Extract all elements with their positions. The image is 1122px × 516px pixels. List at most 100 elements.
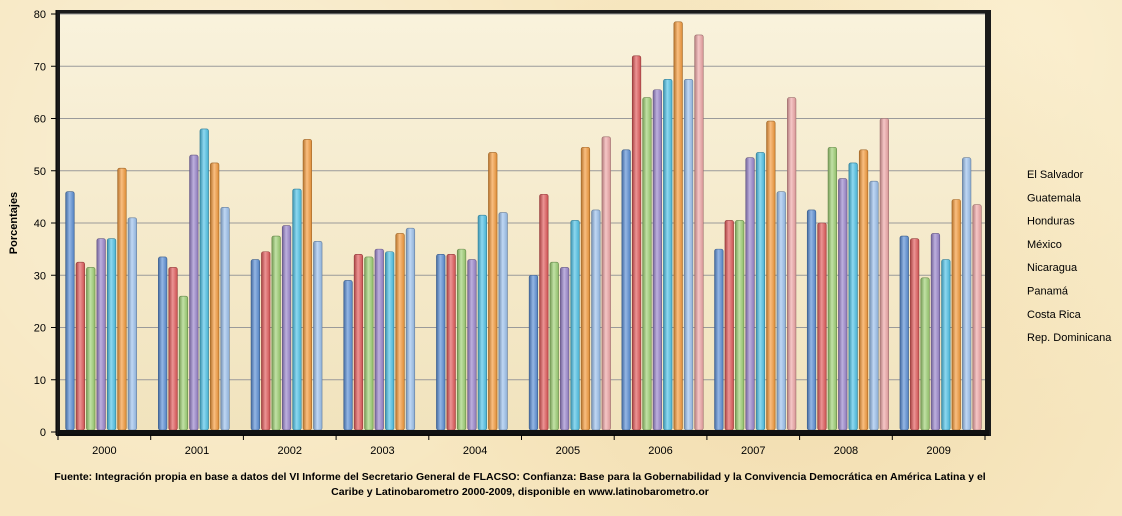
bar [920,277,930,431]
bar [570,220,580,431]
bar [879,118,889,431]
bar [972,204,982,431]
source-note: Fuente: Integración propia en base a dat… [54,471,986,498]
bar [962,157,972,431]
legend-item: Rep. Dominicana [1027,332,1112,344]
bar [724,220,734,431]
bar [869,180,879,431]
bar [106,238,117,431]
y-tick-label: 40 [34,218,46,230]
x-tick-label: 2005 [556,445,580,457]
bar [910,238,920,431]
bar [827,146,837,431]
bar [591,209,601,431]
legend-item: Panamá [1027,286,1069,298]
bar [673,21,683,431]
bar [601,136,611,431]
bar [652,89,662,431]
x-tick-label: 2001 [185,445,209,457]
y-tick-label: 30 [34,270,46,282]
bar [787,97,797,431]
bar [395,233,405,431]
bar [735,220,745,431]
bar [560,267,570,431]
x-tick-label: 2006 [648,445,672,457]
bar [199,128,209,431]
bar [271,235,281,431]
bar [642,97,652,431]
bar [488,152,498,431]
bar [580,146,591,431]
bar [446,254,456,431]
legend-item: México [1027,239,1062,251]
chart-floor [58,430,989,434]
bar [456,248,467,431]
bar [178,295,189,431]
bar [405,227,416,431]
bar [817,222,827,431]
bar [941,259,951,431]
bar [343,280,353,431]
bar [436,254,446,431]
legend-item: Honduras [1027,216,1075,228]
bar [951,199,961,431]
bar-chart: 2000 2001 2002 2003 2004 2005 2006 2007 2008 2009… [8,9,1112,457]
x-tick-label: 2002 [278,445,302,457]
bar [621,149,631,431]
y-tick-label: 10 [34,375,46,387]
bar [467,259,477,431]
y-tick-label: 70 [34,61,46,73]
bar [96,238,106,431]
bar [663,79,673,431]
bar [220,207,230,431]
bar [385,251,395,431]
x-tick-label: 2000 [92,445,116,457]
y-tick-label: 50 [34,166,46,178]
x-tick-label: 2003 [370,445,394,457]
bar [477,214,487,431]
x-tick-label: 2009 [926,445,950,457]
legend-item: Nicaragua [1027,262,1078,274]
bar [86,267,96,431]
x-tick-label: 2004 [463,445,487,457]
y-tick-label: 80 [34,9,46,21]
y-tick-label: 60 [34,114,46,126]
bar [65,191,75,431]
legend-item: El Salvador [1027,169,1084,181]
bar [683,79,694,431]
bar [250,259,260,431]
y-axis-title: Porcentajes [8,192,20,254]
bar [292,188,302,431]
bar [117,167,127,431]
bar [528,274,539,431]
bar [755,152,766,431]
bar [858,149,869,431]
bar [498,212,508,431]
bar [848,162,858,431]
bar [694,34,704,431]
bar [189,154,199,431]
legend-item: Costa Rica [1027,309,1082,321]
bar [714,248,724,431]
bar [281,225,292,431]
legend-item: Guatemala [1027,192,1082,204]
bar [302,139,312,431]
x-tick-label: 2008 [834,445,858,457]
bar [127,217,137,431]
bar [364,256,374,431]
bar [261,251,271,431]
bar [168,267,178,431]
bar [930,233,941,431]
bar [549,261,559,431]
bar [539,193,549,431]
y-tick-label: 0 [40,427,46,439]
bar [838,178,848,431]
x-tick-label: 2007 [741,445,765,457]
bar [313,240,323,431]
bar [374,248,384,431]
bar [353,254,364,431]
bar [776,191,786,431]
bar [158,256,168,431]
bar [766,120,776,431]
bar [745,157,755,431]
